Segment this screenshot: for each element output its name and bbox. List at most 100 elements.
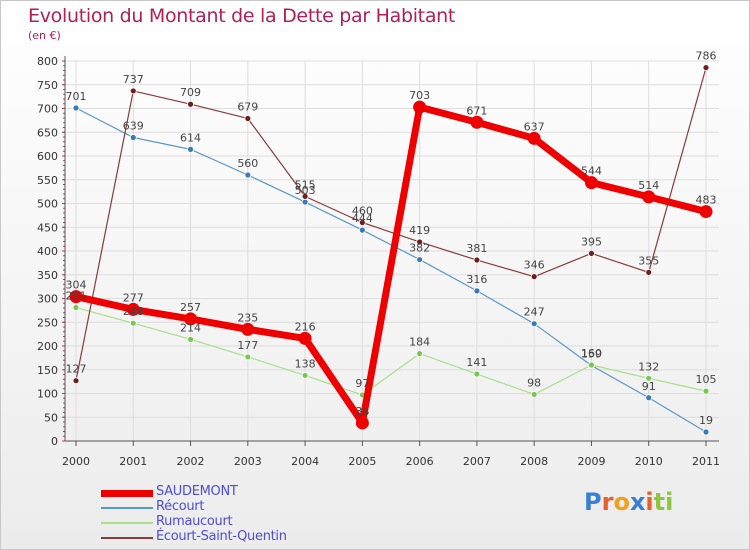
data-label: 637 bbox=[524, 120, 545, 133]
data-point bbox=[129, 319, 137, 327]
data-label: 257 bbox=[180, 301, 201, 314]
y-tick-label: 350 bbox=[37, 269, 58, 282]
legend-swatch bbox=[101, 489, 153, 497]
data-point bbox=[69, 290, 83, 304]
data-label: 160 bbox=[581, 347, 602, 360]
data-label: 503 bbox=[295, 184, 316, 197]
data-point bbox=[244, 171, 252, 179]
data-label: 91 bbox=[642, 380, 656, 393]
data-label: 346 bbox=[524, 259, 545, 272]
data-label: 304 bbox=[66, 279, 87, 292]
data-label: 419 bbox=[409, 224, 430, 237]
data-point bbox=[588, 249, 595, 257]
data-label: 483 bbox=[696, 194, 717, 207]
data-label: 444 bbox=[352, 212, 373, 225]
logo-letter: i bbox=[645, 488, 654, 516]
logo-letter: r bbox=[601, 488, 614, 516]
data-point bbox=[530, 391, 538, 398]
data-label: 277 bbox=[123, 291, 144, 304]
data-point bbox=[530, 320, 538, 328]
legend-swatch bbox=[101, 507, 153, 509]
data-point bbox=[72, 377, 80, 385]
y-tick-label: 150 bbox=[37, 364, 58, 377]
data-label: 177 bbox=[237, 339, 258, 352]
x-tick-label: 2003 bbox=[234, 455, 262, 468]
data-label: 614 bbox=[180, 131, 201, 144]
legend-label: Récourt bbox=[156, 499, 205, 514]
data-label: 141 bbox=[466, 356, 487, 369]
data-label: 127 bbox=[66, 363, 87, 376]
data-point bbox=[298, 331, 312, 345]
y-tick-label: 300 bbox=[37, 293, 58, 306]
data-point bbox=[470, 115, 484, 129]
data-point bbox=[645, 268, 653, 276]
data-point bbox=[416, 238, 424, 246]
x-tick-label: 2000 bbox=[62, 455, 90, 468]
series-line bbox=[75, 107, 707, 433]
x-tick-label: 2004 bbox=[291, 455, 319, 468]
logo-letter: x bbox=[629, 488, 646, 516]
y-tick-label: 600 bbox=[37, 150, 58, 163]
data-point bbox=[301, 192, 309, 200]
data-point bbox=[244, 353, 252, 361]
series-line bbox=[75, 103, 707, 427]
data-label: 184 bbox=[409, 336, 430, 349]
y-tick-label: 0 bbox=[51, 435, 58, 448]
logo-letter: P bbox=[584, 488, 602, 516]
data-label: 515 bbox=[295, 178, 316, 191]
data-label: 395 bbox=[581, 235, 602, 248]
data-point bbox=[702, 64, 710, 72]
data-label: 214 bbox=[180, 321, 201, 334]
x-tick-label: 2007 bbox=[463, 455, 491, 468]
data-point bbox=[416, 256, 424, 263]
y-tick-label: 800 bbox=[37, 55, 58, 68]
data-point bbox=[530, 273, 538, 281]
data-point bbox=[301, 372, 309, 379]
data-label: 639 bbox=[123, 119, 144, 132]
data-point bbox=[645, 374, 653, 382]
x-tick-label: 2011 bbox=[692, 455, 720, 468]
y-tick-label: 250 bbox=[37, 316, 58, 329]
data-label: 316 bbox=[466, 273, 487, 286]
data-label: 671 bbox=[466, 104, 487, 117]
data-point bbox=[184, 312, 198, 326]
y-tick-label: 550 bbox=[37, 174, 58, 187]
proxiti-logo: Proxiti bbox=[584, 488, 673, 516]
data-point bbox=[645, 394, 653, 402]
data-label: 105 bbox=[696, 373, 717, 386]
data-point bbox=[584, 176, 598, 190]
y-tick-label: 450 bbox=[37, 221, 58, 234]
y-tick-label: 650 bbox=[37, 126, 58, 139]
data-label: 216 bbox=[295, 320, 316, 333]
data-label: 248 bbox=[123, 305, 144, 318]
data-label: 98 bbox=[527, 376, 541, 389]
x-tick-label: 2005 bbox=[348, 455, 376, 468]
data-point bbox=[473, 370, 481, 378]
data-point bbox=[702, 387, 710, 395]
data-label: 38 bbox=[355, 405, 369, 418]
data-point bbox=[355, 416, 369, 430]
legend-label: SAUDEMONT bbox=[156, 484, 238, 499]
data-label: 701 bbox=[66, 90, 87, 103]
y-tick-label: 750 bbox=[37, 79, 58, 92]
data-label: 381 bbox=[466, 242, 487, 255]
x-tick-label: 2008 bbox=[520, 455, 548, 468]
y-tick-label: 400 bbox=[37, 245, 58, 258]
logo-letter: o bbox=[613, 488, 630, 516]
data-label: 703 bbox=[409, 89, 430, 102]
y-tick-label: 500 bbox=[37, 198, 58, 211]
data-point bbox=[473, 287, 481, 295]
x-tick-label: 2009 bbox=[577, 455, 605, 468]
y-tick-label: 50 bbox=[44, 411, 58, 424]
data-label: 19 bbox=[699, 414, 713, 427]
data-label: 132 bbox=[638, 360, 659, 373]
data-point bbox=[187, 335, 194, 343]
data-label: 544 bbox=[581, 165, 602, 178]
data-point bbox=[413, 100, 427, 114]
chart-subtitle: (en €) bbox=[28, 29, 61, 42]
series-line bbox=[75, 306, 707, 396]
data-point bbox=[301, 198, 309, 206]
legend-swatch bbox=[101, 537, 153, 539]
data-point bbox=[358, 226, 366, 234]
